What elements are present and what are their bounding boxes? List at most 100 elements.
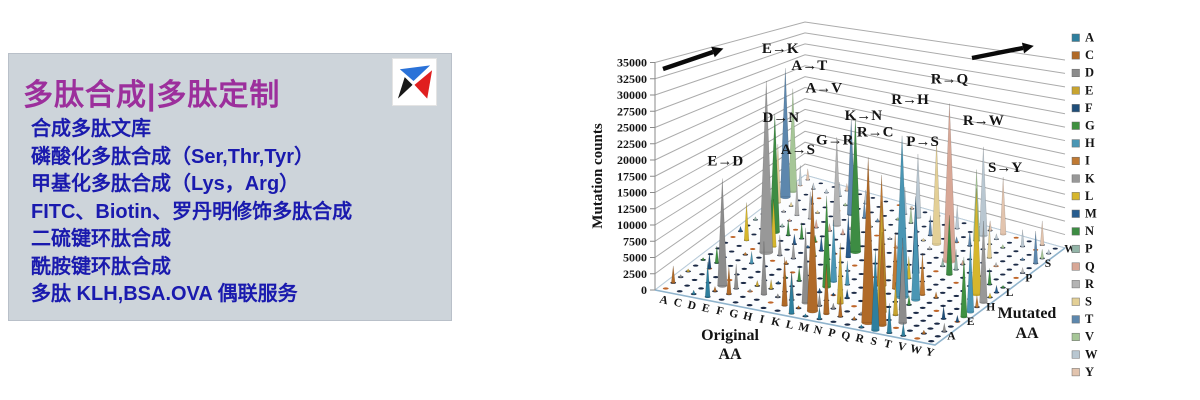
cone [988,220,992,231]
floor-dot [746,304,753,307]
floor-dot [960,236,966,239]
cone [671,265,676,284]
cone [743,202,750,241]
y-tick-label: 12500 [617,202,647,216]
floor-dot [922,211,928,214]
floor-dot [684,284,691,287]
floor-dot [926,301,933,304]
floor-dot [755,270,761,273]
floor-dot [940,304,946,307]
floor-dot [822,206,828,209]
floor-dot [851,278,858,281]
cone [805,244,810,248]
floor-dot [851,305,858,308]
cone [817,292,822,306]
cone [886,303,892,334]
floor-dot [920,253,926,256]
legend-swatch [1071,192,1080,201]
floor-dot [939,278,946,281]
floor-dot [946,286,953,289]
legend-label: N [1085,224,1094,238]
floor-dot [1026,253,1032,256]
legend-swatch [1071,350,1080,359]
cone [921,237,926,241]
floor-dot [741,267,748,270]
y-tick-label: 25000 [617,121,647,135]
cone [911,202,921,301]
floor-dot [801,208,807,211]
cone [1000,244,1005,248]
x-axis-letter: D [686,299,697,313]
cone [994,261,998,267]
cone [713,285,717,292]
x-axis-title: AA [718,346,742,363]
floor-dot [797,251,804,254]
floor-dot [1000,260,1006,263]
x-axis-letter: V [896,340,908,354]
cone [941,306,946,319]
cone [928,215,933,236]
legend-swatch [1071,86,1080,95]
cone [823,264,830,315]
cone [777,235,782,256]
legend-label: F [1085,101,1093,115]
floor-dot [692,264,699,267]
cone [780,222,785,227]
flow-arrow-shaft [662,49,714,72]
cone [760,241,768,295]
cone [895,216,900,220]
cone [805,168,810,180]
floor-dot [870,196,876,199]
legend-swatch [1071,121,1080,130]
x-axis-letter: A [658,294,670,308]
gridline [654,108,1066,193]
floor-dot [919,306,926,309]
x-axis-letter: M [797,321,811,335]
logo-red-triangle [414,70,433,99]
cone [787,218,792,221]
z-axis-letter: S [1045,258,1051,270]
z-axis-title: AA [1015,325,1039,342]
cone [714,246,719,264]
cone [907,295,911,306]
promo-panel: 多肽合成|多肽定制 合成多肽文库 磷酸化多肽合成（Ser,Thr,Tyr） 甲基化多… [8,53,452,321]
floor-dot [750,247,756,250]
z-axis-letter: E [967,316,975,328]
floor-dot [934,335,941,338]
triangle-logo-icon [397,65,433,99]
cone [988,292,992,298]
cone [691,289,696,295]
cone [994,285,999,293]
cone [975,295,979,308]
cone [769,279,773,289]
floor-dot [889,209,895,212]
floor-dot [939,291,946,294]
cone [817,307,822,320]
legend-swatch [1071,315,1080,324]
cone [953,249,959,270]
floor-dot [767,301,774,304]
floor-dot [859,245,866,248]
floor-dot [1013,276,1019,279]
cone [755,279,760,287]
flow-arrow-shaft [971,45,1024,61]
y-tick-label: 32500 [617,72,647,86]
peak-annotation: E→D [707,154,743,170]
floor-dot [817,263,824,266]
legend-swatch [1071,209,1080,218]
legend-swatch [1071,33,1080,42]
floor-dot [967,231,973,233]
cone [877,232,887,326]
cone [898,237,907,324]
service-item: 磷酸化多肽合成（Ser,Thr,Tyr） [31,145,315,168]
x-axis-letter: I [758,313,766,326]
cone [797,267,802,282]
legend-label: A [1085,31,1094,45]
cone-A-to-T [780,68,791,198]
cone [979,220,988,303]
cone [859,324,864,328]
floor-dot [933,283,939,286]
floor-dot [953,281,959,284]
floor-dot [844,323,851,326]
floor-dot [839,247,845,250]
